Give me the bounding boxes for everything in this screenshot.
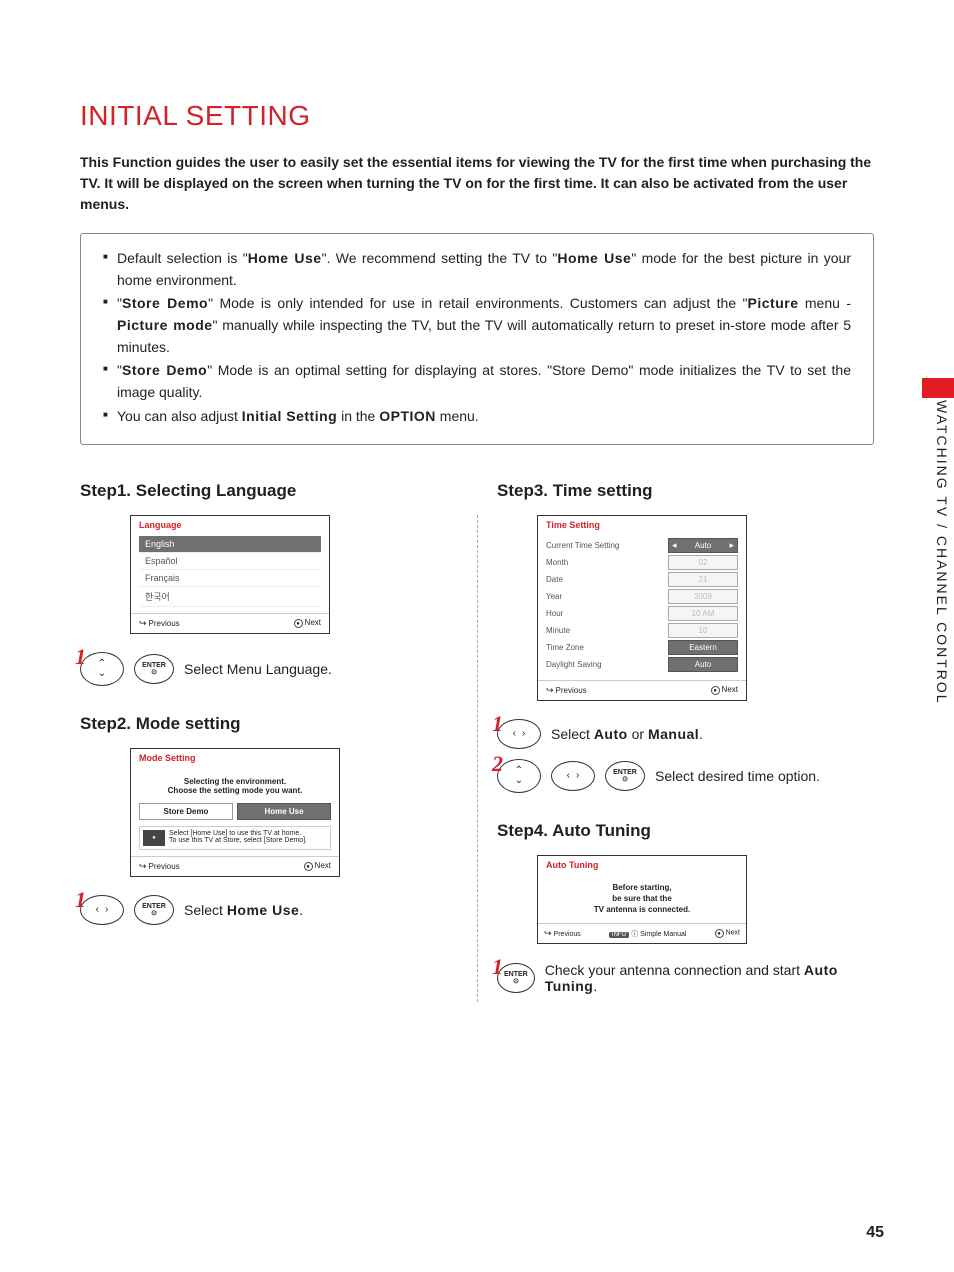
language-title: Language	[131, 516, 329, 534]
mode-prev[interactable]: ↩Previous	[139, 861, 180, 872]
leftright-button[interactable]: ‹ ›	[80, 895, 124, 925]
note-1: Default selection is "Home Use". We reco…	[103, 248, 851, 291]
ts-current-label: Current Time Setting	[546, 541, 619, 550]
lang-opt-espanol[interactable]: Español	[139, 553, 321, 570]
ts-current-val[interactable]: ◂Auto▸	[668, 538, 738, 553]
ts-date-val[interactable]: 21	[668, 572, 738, 587]
leftright-button[interactable]: ‹ ›	[551, 761, 595, 791]
left-caret-icon: ‹	[567, 771, 570, 781]
step3-text2: Select desired time option.	[655, 768, 820, 784]
step3-num1: 1	[492, 711, 503, 737]
mode-title: Mode Setting	[131, 749, 339, 767]
step4-instruction: 1 ENTER⊙ Check your antenna connection a…	[497, 962, 874, 994]
mode-next[interactable]: ●Next	[304, 861, 331, 872]
ts-date-label: Date	[546, 575, 563, 584]
time-title: Time Setting	[538, 516, 746, 534]
step2-text: Select Home Use.	[184, 902, 303, 918]
step1-instruction: 1 ⌃ ⌄ ENTER⊙ Select Menu Language.	[80, 652, 457, 686]
step3-text1: Select Auto or Manual.	[551, 726, 703, 742]
mode-note: ★ Select [Home Use] to use this TV at ho…	[139, 826, 331, 850]
step3-instruction2: 2 ⌃ ⌄ ‹ › ENTER⊙ Select desired time opt…	[497, 759, 874, 793]
ts-minute-val[interactable]: 10	[668, 623, 738, 638]
step4-text: Check your antenna connection and start …	[545, 962, 874, 994]
updown-button[interactable]: ⌃ ⌄	[497, 759, 541, 793]
info-box: Default selection is "Home Use". We reco…	[80, 233, 874, 445]
step3-num2: 2	[492, 751, 503, 777]
step1-heading: Step1. Selecting Language	[80, 481, 457, 501]
ts-year-val[interactable]: 2009	[668, 589, 738, 604]
energy-logo-icon: ★	[143, 830, 165, 846]
auto-manual[interactable]: INFO ⓘ Simple Manual	[609, 929, 687, 939]
step4-number: 1	[492, 954, 503, 980]
left-caret-icon: ‹	[96, 905, 99, 915]
ts-year-label: Year	[546, 592, 562, 601]
step2-instruction: 1 ‹ › ENTER⊙ Select Home Use.	[80, 895, 457, 925]
time-dialog: Time Setting Current Time Setting◂Auto▸ …	[537, 515, 747, 701]
auto-title: Auto Tuning	[538, 856, 746, 874]
ts-tz-val[interactable]: Eastern	[668, 640, 738, 655]
column-divider	[477, 515, 478, 1003]
language-dialog: Language English Español Français 한국어 ↩P…	[130, 515, 330, 634]
ts-minute-label: Minute	[546, 626, 570, 635]
time-next[interactable]: ●Next	[711, 685, 738, 696]
step2-number: 1	[75, 887, 86, 913]
updown-button[interactable]: ⌃ ⌄	[80, 652, 124, 686]
right-caret-icon: ›	[576, 771, 579, 781]
ts-month-label: Month	[546, 558, 568, 567]
step1-number: 1	[75, 644, 86, 670]
note-4: You can also adjust Initial Setting in t…	[103, 406, 851, 428]
left-caret-icon: ‹	[513, 729, 516, 739]
up-caret-icon: ⌃	[515, 766, 523, 776]
ts-ds-label: Daylight Saving	[546, 660, 602, 669]
enter-button[interactable]: ENTER⊙	[134, 654, 174, 684]
lang-next[interactable]: ●Next	[294, 618, 321, 629]
enter-button[interactable]: ENTER⊙	[605, 761, 645, 791]
ts-hour-label: Hour	[546, 609, 563, 618]
ts-tz-label: Time Zone	[546, 643, 584, 652]
auto-prev[interactable]: ↩Previous	[544, 928, 581, 939]
right-caret-icon: ›	[105, 905, 108, 915]
up-caret-icon: ⌃	[98, 659, 106, 669]
page-number: 45	[866, 1224, 884, 1242]
down-caret-icon: ⌄	[98, 669, 106, 679]
mode-instr: Selecting the environment. Choose the se…	[139, 777, 331, 795]
mode-home-use[interactable]: Home Use	[237, 803, 331, 820]
leftright-button[interactable]: ‹ ›	[497, 719, 541, 749]
mode-dialog: Mode Setting Selecting the environment. …	[130, 748, 340, 877]
page-title: INITIAL SETTING	[80, 100, 874, 132]
auto-dialog: Auto Tuning Before starting, be sure tha…	[537, 855, 747, 945]
note-2: "Store Demo" Mode is only intended for u…	[103, 293, 851, 358]
ts-month-val[interactable]: 02	[668, 555, 738, 570]
step2-heading: Step2. Mode setting	[80, 714, 457, 734]
step4-heading: Step4. Auto Tuning	[497, 821, 874, 841]
lang-opt-francais[interactable]: Français	[139, 570, 321, 587]
ts-hour-val[interactable]: 10 AM	[668, 606, 738, 621]
time-prev[interactable]: ↩Previous	[546, 685, 587, 696]
step3-heading: Step3. Time setting	[497, 481, 874, 501]
right-caret-icon: ›	[522, 729, 525, 739]
lang-opt-english[interactable]: English	[139, 536, 321, 553]
auto-msg: Before starting, be sure that the TV ant…	[538, 874, 746, 924]
mode-store-demo[interactable]: Store Demo	[139, 803, 233, 820]
intro-text: This Function guides the user to easily …	[80, 152, 874, 215]
lang-prev[interactable]: ↩Previous	[139, 618, 180, 629]
auto-next[interactable]: ●Next	[715, 929, 740, 938]
note-3: "Store Demo" Mode is an optimal setting …	[103, 360, 851, 403]
step3-instruction1: 1 ‹ › Select Auto or Manual.	[497, 719, 874, 749]
lang-opt-korean[interactable]: 한국어	[139, 587, 321, 607]
ts-ds-val[interactable]: Auto	[668, 657, 738, 672]
enter-button[interactable]: ENTER⊙	[134, 895, 174, 925]
step1-text: Select Menu Language.	[184, 661, 332, 677]
down-caret-icon: ⌄	[515, 776, 523, 786]
